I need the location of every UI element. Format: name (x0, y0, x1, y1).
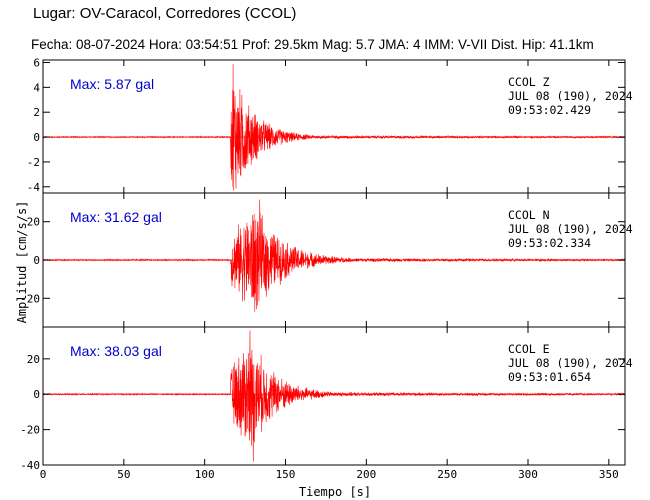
waveform-Z (43, 64, 626, 191)
y-tick-label: 2 (33, 106, 40, 119)
x-axis-label: Tiempo [s] (299, 485, 371, 499)
y-tick-label: 0 (33, 254, 40, 267)
x-tick-label: 50 (117, 468, 130, 481)
station-label-E: CCOL E (508, 342, 550, 356)
waveform-N (42, 199, 626, 312)
panel-frame-E (42, 326, 626, 466)
max-label-E: Max: 38.03 gal (70, 343, 162, 359)
chart-subtitle: Fecha: 08-07-2024 Hora: 03:54:51 Prof: 2… (31, 37, 594, 52)
station-time-N: 09:53:02.334 (508, 236, 591, 250)
x-tick-label: 100 (195, 468, 215, 481)
max-label-Z: Max: 5.87 gal (70, 76, 154, 92)
y-tick-label: -20 (20, 424, 40, 437)
max-label-N: Max: 31.62 gal (70, 209, 162, 225)
station-label-N: CCOL N (508, 208, 550, 222)
station-date-N: JUL 08 (190), 2024 (508, 222, 633, 236)
y-tick-label: 0 (33, 131, 40, 144)
y-tick-label: 20 (27, 216, 40, 229)
station-date-Z: JUL 08 (190), 2024 (508, 89, 633, 103)
y-tick-label: 4 (33, 81, 40, 94)
y-tick-label: -4 (27, 181, 41, 194)
y-tick-label: 0 (33, 388, 40, 401)
y-axis-label: Amplitud [cm/s/s] (15, 201, 29, 324)
station-time-Z: 09:53:02.429 (508, 103, 591, 117)
station-date-E: JUL 08 (190), 2024 (508, 356, 633, 370)
x-tick-label: 0 (40, 468, 47, 481)
x-tick-label: 200 (356, 468, 376, 481)
x-tick-label: 150 (276, 468, 296, 481)
x-tick-label: 250 (437, 468, 457, 481)
station-label-Z: CCOL Z (508, 75, 550, 89)
station-time-E: 09:53:01.654 (508, 370, 591, 384)
y-tick-label: -20 (20, 292, 40, 305)
y-tick-label: 20 (27, 353, 40, 366)
y-tick-label: -40 (20, 459, 40, 472)
x-tick-label: 350 (599, 468, 619, 481)
chart-title: Lugar: OV-Caracol, Corredores (CCOL) (33, 5, 297, 22)
waveform-E (42, 330, 626, 462)
y-tick-label: -2 (27, 156, 40, 169)
x-tick-label: 300 (518, 468, 538, 481)
y-tick-label: 6 (33, 56, 40, 69)
